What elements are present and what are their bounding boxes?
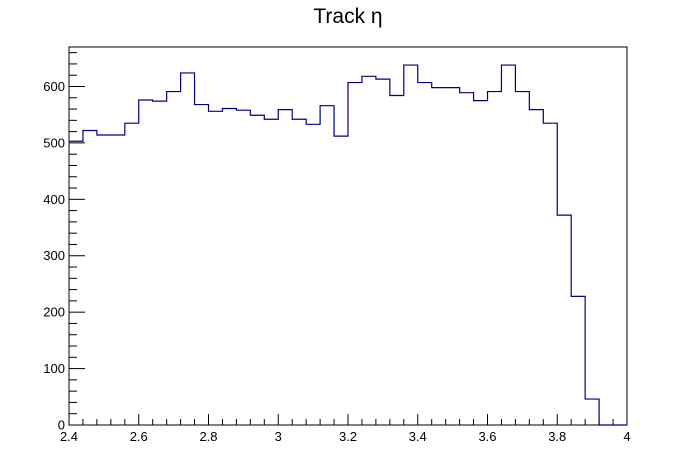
- x-axis: 2.4 2.6 2.8 3 3.2 3.4 3.6 3.8 4: [60, 414, 631, 444]
- x-tick-label: 3.2: [339, 429, 357, 444]
- y-tick-label: 600: [43, 79, 65, 94]
- histogram-line: [69, 64, 627, 426]
- x-tick-label: 2.8: [199, 429, 217, 444]
- x-tick-label: 3: [275, 429, 282, 444]
- y-tick-label: 200: [43, 305, 65, 320]
- x-tick-label: 2.6: [130, 429, 148, 444]
- x-tick-label: 3.8: [548, 429, 566, 444]
- y-tick-label: 300: [43, 248, 65, 263]
- y-axis: 0 100 200 300 400 500 600: [43, 52, 85, 433]
- x-tick-label: 3.6: [478, 429, 496, 444]
- chart-title: Track η: [313, 5, 382, 28]
- y-tick-label: 0: [58, 418, 65, 433]
- y-tick-label: 400: [43, 192, 65, 207]
- y-tick-label: 500: [43, 135, 65, 150]
- x-tick-label: 2.4: [60, 429, 78, 444]
- y-tick-label: 100: [43, 361, 65, 376]
- x-tick-label: 3.4: [409, 429, 427, 444]
- x-tick-label: 4: [623, 429, 630, 444]
